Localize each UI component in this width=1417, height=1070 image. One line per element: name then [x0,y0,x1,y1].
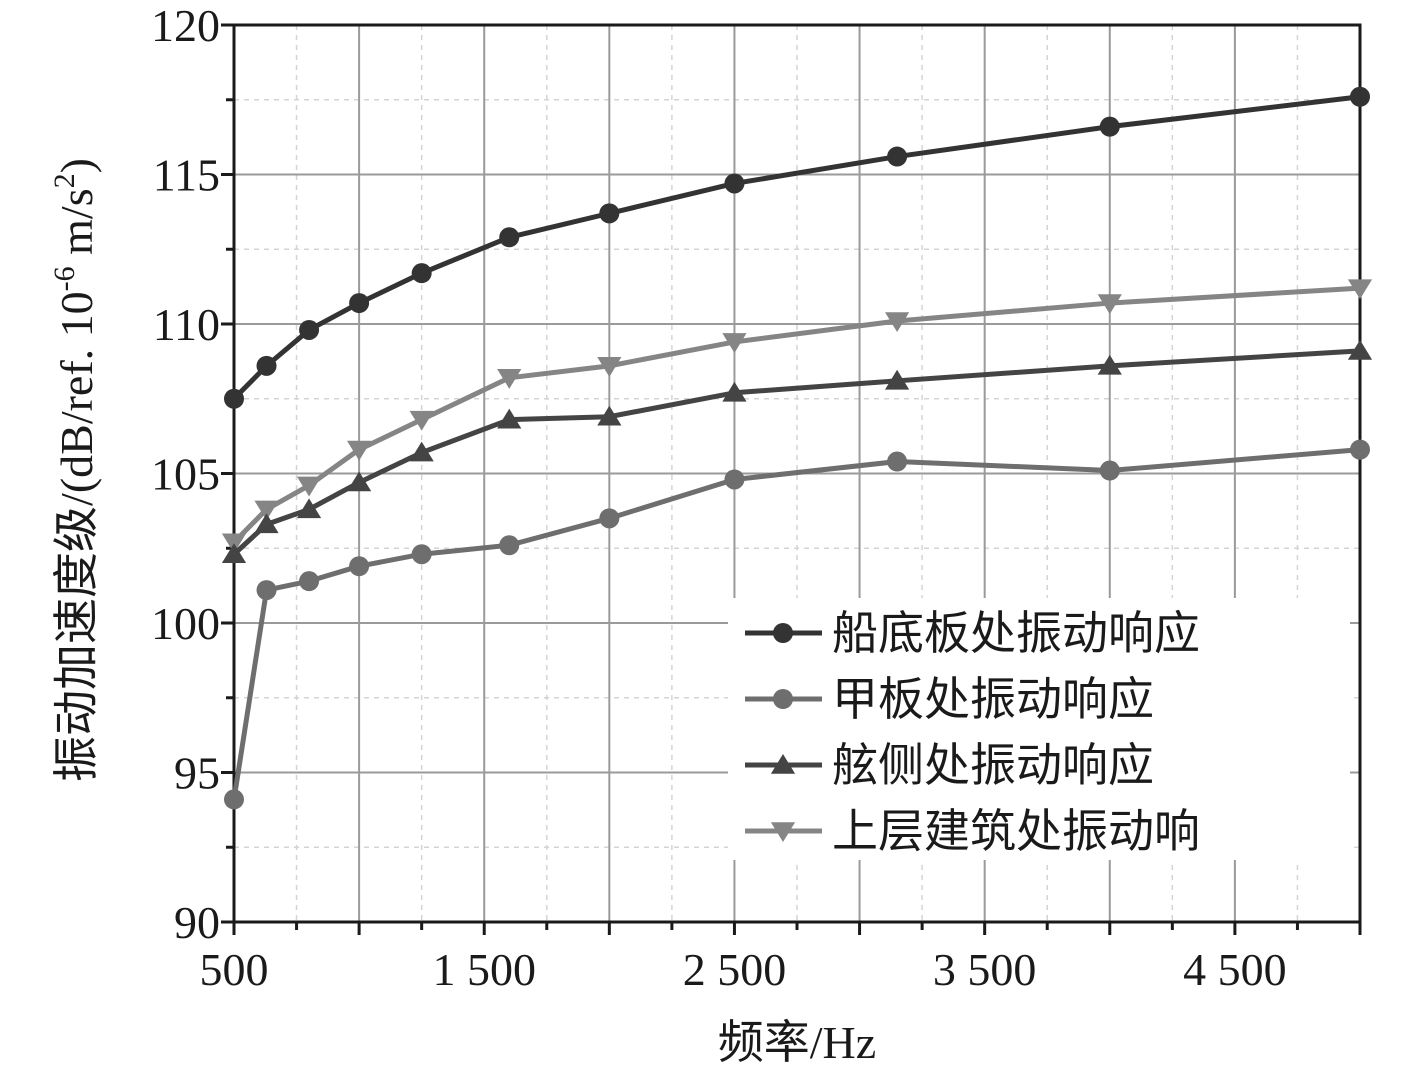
data-point [256,355,277,376]
series-2 [224,439,1370,810]
data-point [296,498,322,519]
data-point [1347,339,1373,360]
data-point [599,508,620,529]
series-1 [224,86,1370,409]
y-tick-label: 95 [174,748,220,799]
legend-marker [770,754,796,774]
data-point [1350,86,1370,107]
legend-marker [770,822,796,842]
legend-marker [773,689,793,709]
legend-item: 上层建筑处振动响 [745,804,1200,858]
x-tick-label: 2 500 [683,944,787,995]
data-point [1097,354,1122,375]
y-axis-title: 振动加速度级/(dB/ref. 10-6 m/s2) [48,158,102,782]
y-tick-label: 90 [174,897,220,948]
legend-label: 舷侧处振动响应 [832,738,1154,792]
data-point [411,544,432,565]
x-tick-label: 3 500 [933,944,1037,995]
series-4 [221,279,1373,554]
data-point [724,173,745,194]
data-point [347,440,372,461]
y-tick-label: 100 [151,598,220,649]
legend-box [728,598,1350,860]
data-point [1347,279,1373,300]
data-point [224,388,244,409]
legend-marker [773,623,793,643]
data-point [299,571,320,592]
data-point [349,293,370,314]
data-point [221,543,247,564]
x-tick-label: 4 500 [1183,944,1287,995]
data-point [884,369,910,390]
data-point [497,369,522,389]
legend-item: 舷侧处振动响应 [745,738,1154,792]
legend-label: 船底板处振动响应 [832,606,1200,660]
series-line [232,348,1361,557]
y-axis-title-main: 振动加速度级/(dB/ref. 10 [51,291,102,782]
y-tick-label: 110 [153,299,220,350]
x-axis-title: 频率/Hz [718,1017,876,1068]
y-axis-title-end: ) [51,158,102,173]
legend-item: 船底板处振动响应 [745,606,1200,660]
data-point [299,319,320,340]
legend-label: 甲板处振动响应 [832,672,1154,726]
data-point [499,227,520,248]
data-point [296,476,322,497]
y-axis-title-mid: m/s [51,188,102,266]
data-point [597,357,622,377]
series-3 [221,339,1373,564]
data-point [724,469,745,490]
data-point [256,580,277,601]
y-tick-label: 120 [151,0,220,51]
data-point [887,451,908,472]
data-point [1099,116,1120,137]
legend-label: 上层建筑处振动响 [832,804,1200,858]
x-tick-label: 1 500 [432,944,536,995]
data-point [347,471,372,492]
y-tick-label: 105 [151,449,220,500]
axis-ticks: 500 1 500 2 500 3 500 4 500 90 95 100 105 110 115 1… [151,0,1362,995]
y-axis-title-sup1: -6 [48,266,81,291]
data-point [1099,460,1120,481]
data-point [499,535,520,556]
series-group [221,86,1373,810]
data-point [599,203,620,224]
data-point [409,410,434,431]
y-axis-title-sup2: 2 [48,173,81,188]
legend-item: 甲板处振动响应 [745,672,1154,726]
data-point [887,146,908,167]
data-point [254,513,279,534]
data-point [884,312,910,333]
x-tick-label: 500 [200,944,269,995]
data-point [722,333,747,353]
data-point [409,441,434,462]
data-point [224,789,244,810]
data-point [597,405,622,426]
data-point [411,263,432,284]
data-point [722,381,747,402]
data-point [1350,439,1370,460]
data-point [349,556,370,577]
data-point [1097,294,1122,315]
data-point [497,408,522,429]
data-point [254,500,279,521]
y-tick-label: 115 [153,150,220,201]
